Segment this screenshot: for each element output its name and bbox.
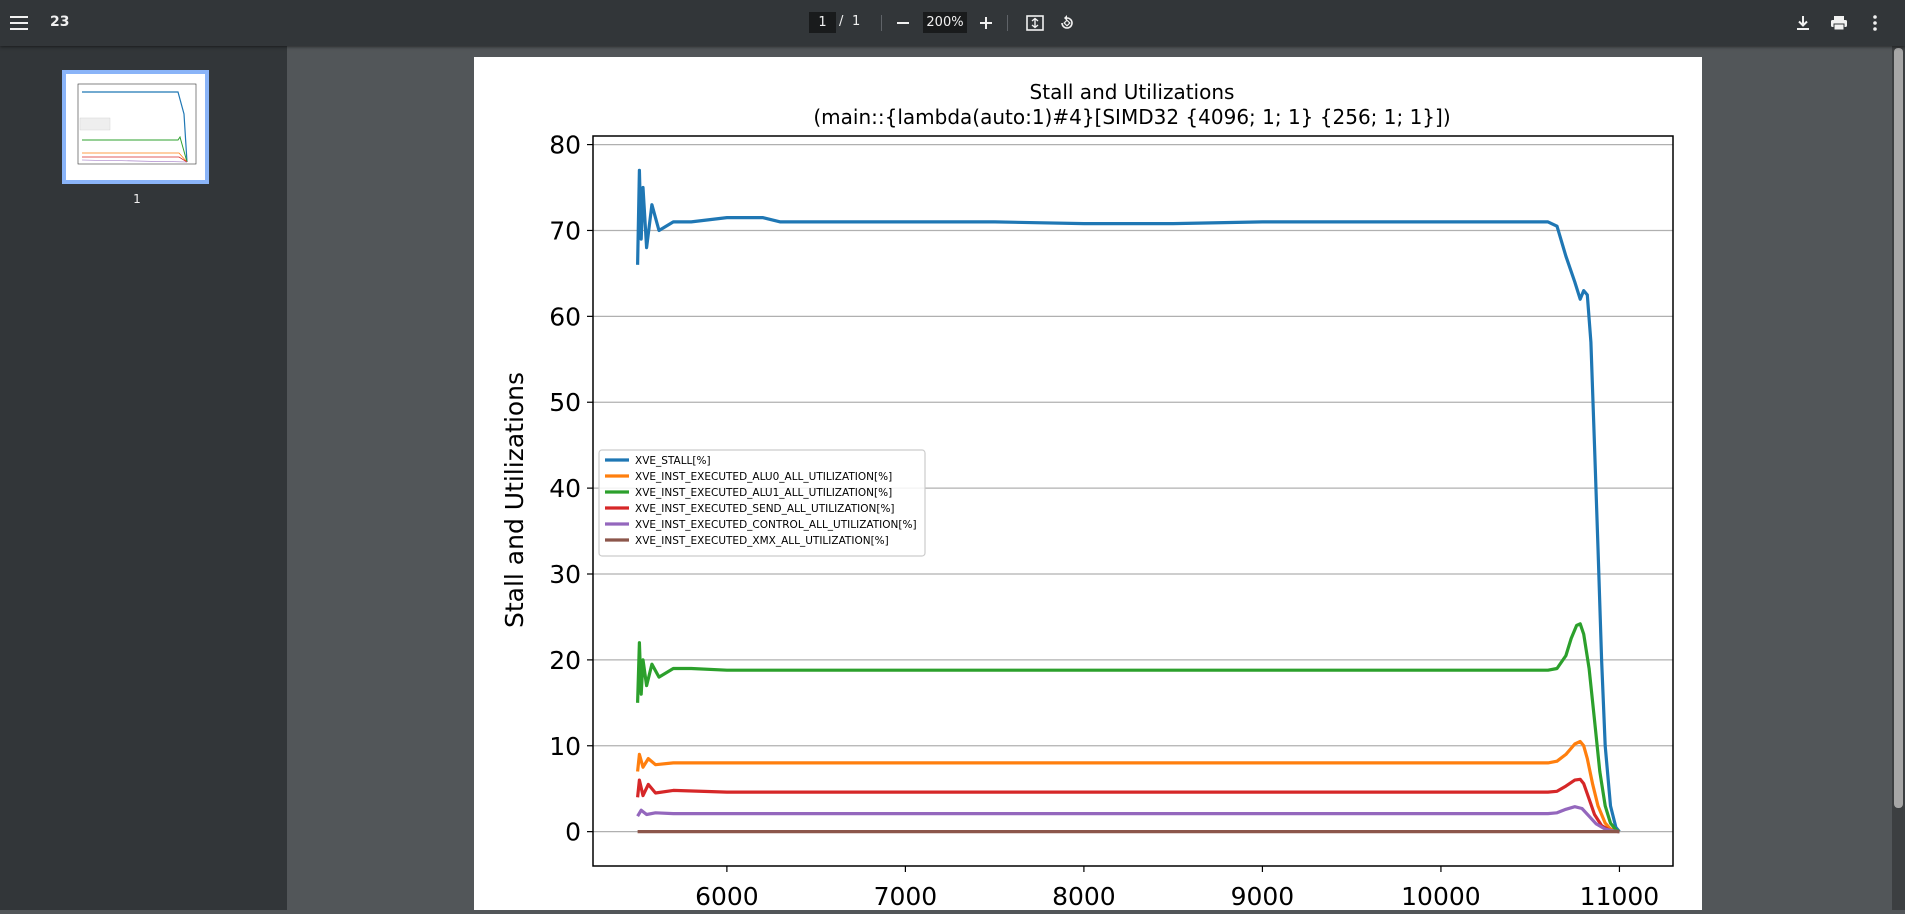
page-total: 1 — [852, 14, 861, 29]
series-line-2 — [636, 739, 1620, 834]
y-tick-label: 20 — [549, 646, 581, 675]
legend-entry: XVE_INST_EXECUTED_SEND_ALL_UTILIZATION[%… — [635, 503, 895, 515]
legend-entry: XVE_STALL[%] — [635, 455, 711, 467]
zoom-out-icon[interactable] — [889, 9, 917, 37]
chart-subtitle: (main::{lambda(auto:1)#4}[SIMD32 {4096; … — [813, 105, 1450, 129]
x-tick-label: 10000 — [1401, 882, 1481, 910]
x-tick-label: 11000 — [1580, 882, 1660, 910]
menu-icon[interactable] — [5, 9, 33, 37]
y-tick-label: 50 — [549, 388, 581, 417]
page-number-input[interactable]: 1 — [809, 12, 836, 33]
scrollbar-thumb[interactable] — [1894, 48, 1903, 808]
toolbar-divider — [1007, 15, 1008, 31]
toolbar-divider — [881, 15, 882, 31]
more-vert-icon[interactable] — [1861, 9, 1889, 37]
y-tick-label: 40 — [549, 474, 581, 503]
x-tick-label: 9000 — [1231, 882, 1295, 910]
y-tick-label: 70 — [549, 216, 581, 245]
y-tick-label: 30 — [549, 560, 581, 589]
series-lines — [636, 168, 1621, 834]
series-line-1 — [636, 168, 1621, 833]
series-line-3 — [636, 622, 1621, 834]
y-tick-label: 80 — [549, 131, 581, 160]
legend-entry: XVE_INST_EXECUTED_XMX_ALL_UTILIZATION[%] — [635, 535, 889, 547]
series-line-4 — [636, 777, 1620, 834]
fit-page-icon[interactable] — [1021, 9, 1049, 37]
y-axis-label: Stall and Utilizations — [500, 372, 529, 628]
page-thumbnail[interactable] — [62, 70, 209, 184]
series-line-5 — [636, 805, 1620, 834]
x-tick-label: 6000 — [695, 882, 759, 910]
download-icon[interactable] — [1789, 9, 1817, 37]
x-tick-label: 8000 — [1052, 882, 1116, 910]
y-tick-label: 10 — [549, 732, 581, 761]
vertical-scrollbar[interactable] — [1892, 46, 1905, 910]
pdf-page: Stall and Utilizations (main::{lambda(au… — [474, 57, 1702, 911]
thumbnail-sidebar: 1 — [0, 46, 287, 910]
chart: Stall and Utilizations (main::{lambda(au… — [500, 80, 1674, 911]
y-tick-label: 0 — [565, 818, 581, 847]
axis-ticks: 0 10 20 30 40 50 60 70 80 6000 7000 8000 9000 10000 11… — [549, 131, 1660, 911]
page-separator: / — [839, 14, 844, 29]
x-tick-label: 7000 — [874, 882, 938, 910]
print-icon[interactable] — [1825, 9, 1853, 37]
y-tick-label: 60 — [549, 302, 581, 331]
zoom-in-icon[interactable] — [972, 9, 1000, 37]
pdf-toolbar: 23 1 / 1 200% — [0, 0, 1905, 46]
legend-entry: XVE_INST_EXECUTED_CONTROL_ALL_UTILIZATIO… — [635, 519, 917, 531]
legend-box — [598, 449, 926, 557]
thumbnail-label: 1 — [133, 192, 141, 206]
rotate-icon[interactable] — [1053, 9, 1081, 37]
chart-title: Stall and Utilizations — [1030, 80, 1235, 104]
legend: XVE_STALL[%] XVE_INST_EXECUTED_ALU0_ALL_U… — [598, 449, 926, 557]
legend-entry: XVE_INST_EXECUTED_ALU1_ALL_UTILIZATION[%… — [635, 487, 892, 499]
plot-frame — [592, 135, 1674, 867]
legend-entry: XVE_INST_EXECUTED_ALU0_ALL_UTILIZATION[%… — [635, 471, 892, 483]
thumbnail-preview — [66, 74, 205, 180]
zoom-input[interactable]: 200% — [923, 12, 967, 33]
document-title: 23 — [50, 14, 70, 30]
